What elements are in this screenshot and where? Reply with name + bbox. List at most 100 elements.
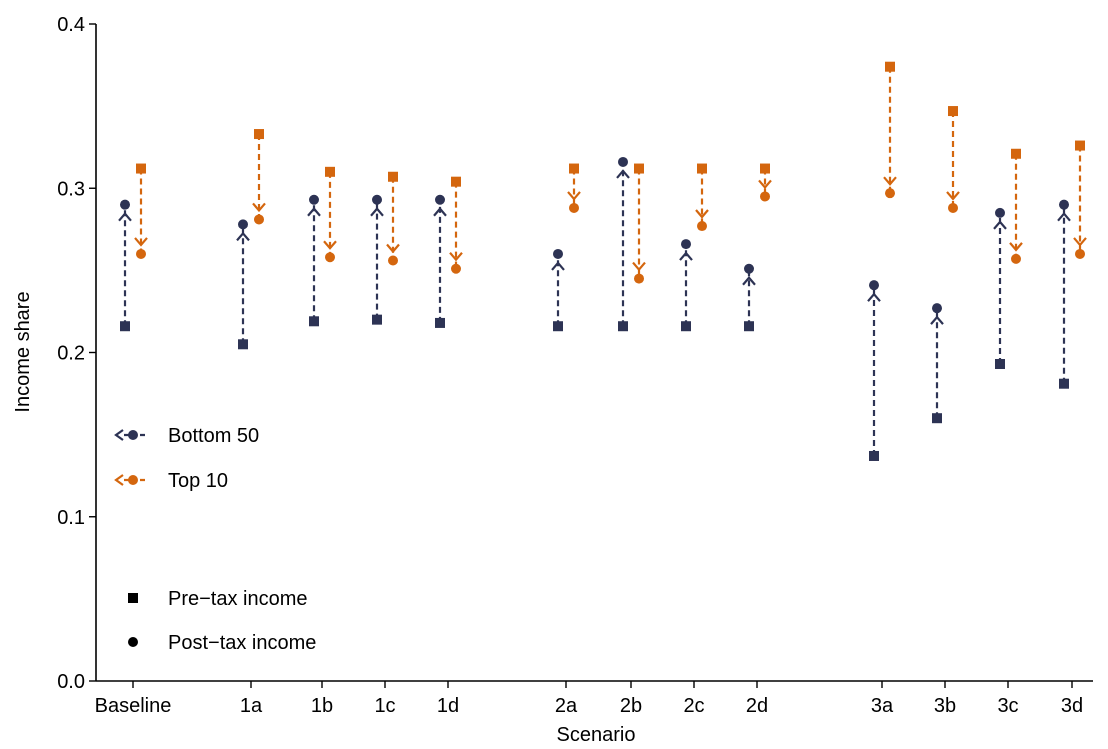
legend-arrow-head	[114, 474, 124, 486]
pre-tax-point	[885, 61, 895, 72]
post-tax-point	[869, 280, 879, 291]
arrow-head	[386, 243, 400, 254]
post-tax-point	[932, 303, 942, 314]
x-tick-label: 3b	[934, 695, 956, 717]
series-top-10	[134, 61, 1087, 284]
pre-tax-point	[388, 171, 398, 182]
x-tick-label: 1d	[437, 695, 459, 717]
arrow-head	[616, 169, 630, 179]
x-tick-label: 1a	[240, 695, 263, 717]
arrow-head	[236, 231, 250, 242]
post-tax-point	[388, 255, 398, 266]
pre-tax-point	[995, 358, 1005, 369]
post-tax-point	[136, 248, 146, 259]
arrow-head	[1073, 237, 1087, 247]
arrow-head	[679, 251, 693, 261]
arrow-head	[433, 207, 447, 217]
pre-tax-point	[948, 106, 958, 117]
series-bottom-50	[118, 156, 1071, 461]
post-tax-point	[634, 273, 644, 284]
arrow-head	[567, 191, 581, 201]
arrow-head	[323, 240, 337, 250]
x-tick-label: 2c	[683, 695, 704, 717]
post-tax-point	[451, 263, 461, 274]
pre-tax-point	[120, 321, 130, 332]
pre-tax-point	[932, 413, 942, 424]
pre-tax-point	[553, 321, 563, 332]
pre-tax-point	[681, 321, 691, 332]
post-tax-point	[995, 207, 1005, 218]
pre-tax-point	[136, 163, 146, 174]
post-tax-point	[1075, 248, 1085, 259]
post-tax-point	[254, 214, 264, 225]
arrow-head	[1057, 211, 1071, 222]
post-tax-point	[1059, 199, 1069, 210]
y-tick-label: 0.0	[57, 671, 85, 693]
arrow-head	[883, 176, 897, 186]
legend-label: Bottom 50	[168, 425, 259, 447]
arrow-head	[118, 211, 132, 222]
legend-dot	[128, 637, 138, 647]
y-tick-label: 0.1	[57, 507, 85, 529]
arrow-head	[252, 202, 266, 213]
legend-arrow-head	[114, 429, 124, 441]
post-tax-point	[238, 219, 248, 230]
arrow-head	[370, 207, 384, 217]
pre-tax-point	[569, 163, 579, 174]
pre-tax-point	[254, 129, 264, 140]
x-tick-label: 3c	[997, 695, 1018, 717]
pre-tax-point	[634, 163, 644, 174]
post-tax-point	[309, 194, 319, 205]
arrow-head	[134, 237, 148, 247]
legend-square	[128, 593, 138, 603]
x-tick-label: 2d	[746, 695, 768, 717]
pre-tax-point	[1011, 148, 1021, 159]
arrow-head	[449, 252, 463, 262]
x-tick-label: 2a	[555, 695, 578, 717]
x-tick-label: 2b	[620, 695, 642, 717]
arrow-head	[758, 179, 772, 190]
y-tick-label: 0.2	[57, 343, 85, 365]
post-tax-point	[681, 239, 691, 250]
post-tax-point	[948, 202, 958, 213]
arrow-head	[551, 261, 565, 271]
x-tick-label: 1c	[374, 695, 395, 717]
pre-tax-point	[697, 163, 707, 174]
pre-tax-point	[760, 163, 770, 174]
post-tax-point	[1011, 253, 1021, 264]
x-tick-label: Baseline	[95, 695, 172, 717]
post-tax-point	[569, 202, 579, 213]
post-tax-point	[744, 263, 754, 274]
pre-tax-point	[238, 339, 248, 350]
pre-tax-point	[372, 314, 382, 325]
post-tax-point	[325, 252, 335, 263]
arrow-head	[930, 315, 944, 325]
pre-tax-point	[309, 316, 319, 327]
arrow-head	[1009, 242, 1023, 252]
arrow-head	[695, 209, 709, 219]
arrow-head	[307, 207, 321, 217]
chart-marks	[118, 61, 1087, 461]
post-tax-point	[372, 194, 382, 205]
y-tick-label: 0.3	[57, 178, 85, 200]
arrow-head	[742, 276, 756, 286]
post-tax-point	[435, 194, 445, 205]
x-tick-label: 3d	[1061, 695, 1083, 717]
post-tax-point	[553, 248, 563, 259]
x-tick-label: 1b	[311, 695, 333, 717]
arrow-head	[993, 220, 1007, 230]
arrow-head	[867, 292, 881, 302]
y-axis-title: Income share	[12, 291, 34, 412]
legend-label: Pre−tax income	[168, 588, 308, 610]
y-tick-label: 0.4	[57, 14, 85, 36]
legend-item-square: Pre−tax income	[128, 588, 308, 610]
pre-tax-point	[451, 176, 461, 187]
legend-item-bottom-50: Bottom 50	[114, 425, 259, 447]
pre-tax-point	[325, 166, 335, 177]
arrow-head	[946, 191, 960, 201]
post-tax-point	[618, 156, 628, 167]
legend-item-top-10: Top 10	[114, 470, 228, 492]
legend-circle	[128, 430, 138, 440]
pre-tax-point	[744, 321, 754, 332]
